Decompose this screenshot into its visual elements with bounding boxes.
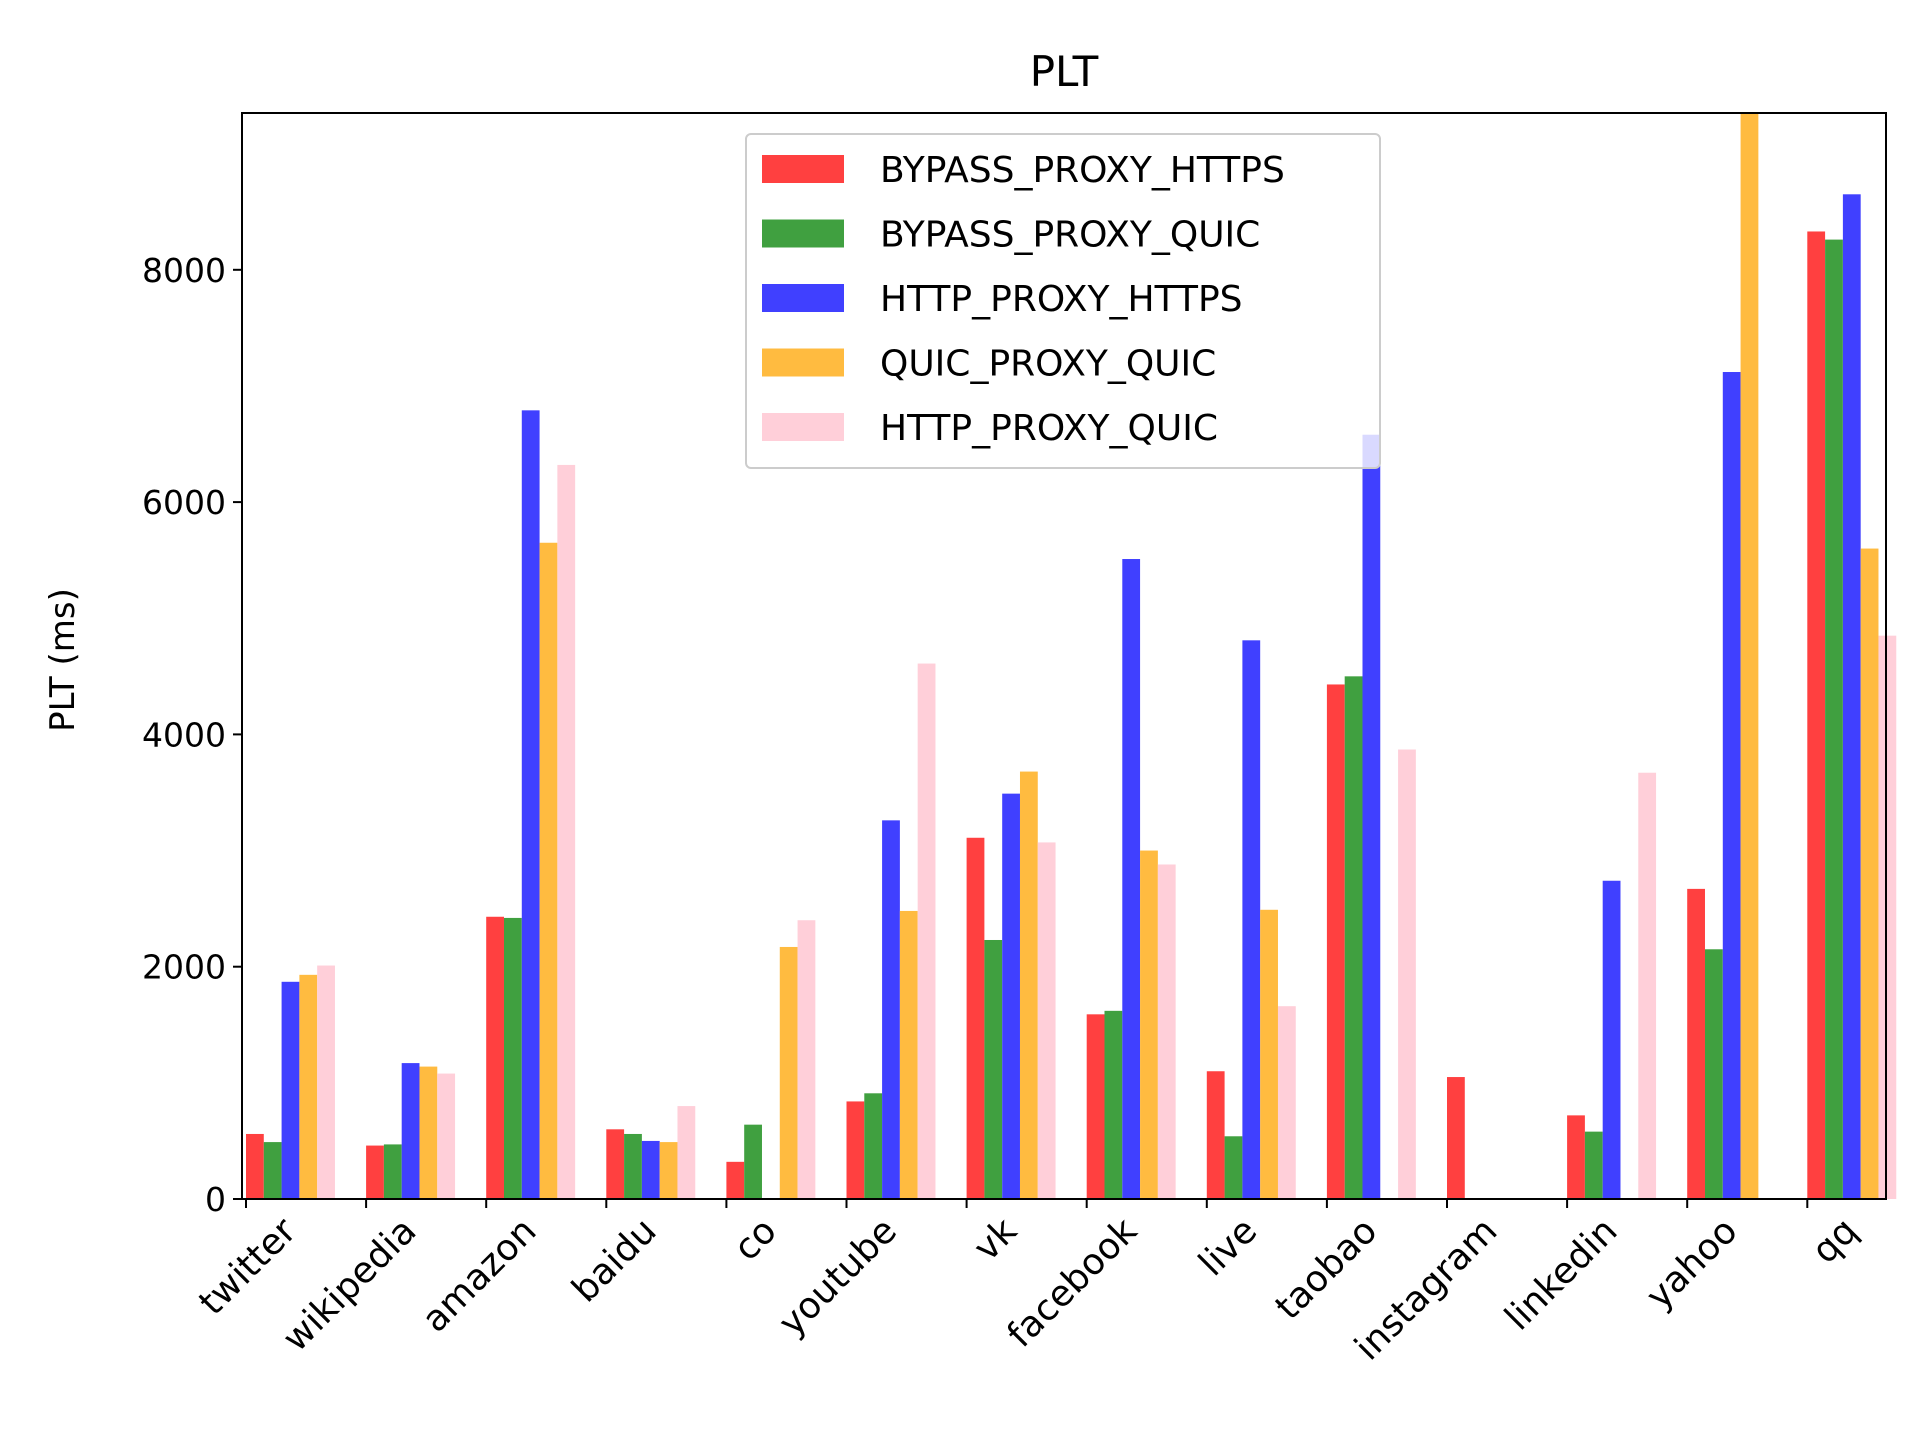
bar-bypass-proxy-https-amazon [486,916,504,1199]
bar-http-proxy-https-youtube [882,820,900,1199]
x-tick-label-amazon: amazon [415,1210,545,1340]
bar-bypass-proxy-https-youtube [846,1101,865,1199]
legend: BYPASS_PROXY_HTTPS BYPASS_PROXY_QUIC HTTP_… [745,133,1381,469]
bar-bypass-proxy-https-wikipedia [366,1145,384,1199]
legend-swatch [762,155,844,183]
legend-swatch [762,413,844,441]
legend-swatch [762,219,844,248]
bar-bypass-proxy-quic-facebook [1104,1010,1123,1199]
x-tick-label-baidu: baidu [565,1210,665,1310]
bar-bypass-proxy-https-baidu [606,1129,625,1199]
bar-bypass-proxy-quic-qq [1825,239,1843,1200]
bar-http-proxy-quic-baidu [677,1106,696,1199]
bar-quic-proxy-quic-qq [1860,548,1879,1199]
y-tick-label: 8000 [142,251,226,290]
bar-http-proxy-quic-co [797,920,816,1199]
bar-http-proxy-quic-qq [1878,635,1897,1199]
bar-quic-proxy-quic-baidu [659,1142,678,1199]
bar-http-proxy-quic-amazon [557,464,576,1199]
bar-http-proxy-quic-live [1277,1006,1296,1199]
legend-swatch [762,284,844,312]
bar-bypass-proxy-https-yahoo [1687,888,1705,1199]
bar-bypass-proxy-https-instagram [1447,1077,1465,1199]
y-axis-label: PLT (ms) [43,588,83,732]
y-tick-label: 4000 [142,715,226,754]
bar-quic-proxy-quic-twitter [299,974,318,1199]
bar-bypass-proxy-https-co [726,1161,745,1199]
plot-frame [241,112,1887,1200]
legend-swatch [762,348,844,377]
bar-quic-proxy-quic-facebook [1140,850,1158,1199]
bar-http-proxy-https-live [1242,640,1261,1199]
chart-title: PLT [1030,47,1099,96]
bar-http-proxy-quic-vk [1037,842,1056,1199]
bar-bypass-proxy-quic-wikipedia [383,1144,402,1199]
x-tick-label-youtube: youtube [771,1210,905,1344]
bar-quic-proxy-quic-yahoo [1740,113,1759,1199]
bar-http-proxy-https-wikipedia [401,1063,420,1199]
x-tick-label-linkedin: linkedin [1497,1210,1625,1338]
x-tick-label-yahoo: yahoo [1639,1210,1746,1317]
bar-http-proxy-https-facebook [1122,559,1141,1199]
legend-label: HTTP_PROXY_HTTPS [880,279,1243,320]
bar-bypass-proxy-quic-live [1224,1136,1243,1199]
bar-bypass-proxy-quic-linkedin [1584,1131,1603,1199]
bar-bypass-proxy-https-linkedin [1567,1115,1585,1199]
bar-http-proxy-https-yahoo [1722,372,1741,1199]
bar-bypass-proxy-quic-taobao [1344,676,1363,1199]
y-tick-label: 2000 [142,948,226,987]
legend-label: BYPASS_PROXY_HTTPS [880,150,1285,191]
bar-http-proxy-quic-twitter [317,965,335,1199]
bar-http-proxy-quic-facebook [1157,864,1176,1199]
bar-quic-proxy-quic-live [1260,909,1278,1199]
bar-quic-proxy-quic-wikipedia [419,1066,438,1199]
x-tick-label-qq: qq [1804,1210,1865,1271]
y-tick-label: 6000 [142,483,226,522]
bar-http-proxy-https-taobao [1362,434,1381,1200]
x-tick-label-taobao: taobao [1268,1210,1385,1327]
x-tick-label-co: co [726,1210,785,1269]
bar-quic-proxy-quic-youtube [899,910,918,1199]
bar-bypass-proxy-quic-twitter [263,1142,282,1199]
legend-label: HTTP_PROXY_QUIC [880,408,1218,449]
bar-bypass-proxy-quic-co [744,1124,762,1199]
bar-http-proxy-quic-taobao [1398,749,1416,1199]
x-tick-label-facebook: facebook [1000,1210,1145,1355]
bar-bypass-proxy-https-facebook [1086,1014,1105,1199]
bar-http-proxy-quic-linkedin [1638,772,1657,1199]
bar-http-proxy-https-amazon [521,410,540,1200]
bar-bypass-proxy-https-vk [966,837,985,1199]
bar-http-proxy-https-qq [1842,194,1861,1200]
bar-bypass-proxy-quic-youtube [864,1093,883,1199]
bars-layer [246,113,1897,1200]
bar-quic-proxy-quic-vk [1019,771,1038,1199]
bar-quic-proxy-quic-amazon [539,542,558,1199]
x-tick-label-vk: vk [966,1210,1025,1269]
x-tick-label-twitter: twitter [191,1210,304,1323]
legend-label: BYPASS_PROXY_QUIC [880,215,1260,256]
bar-quic-proxy-quic-co [779,946,798,1199]
y-tick-label: 0 [205,1180,226,1219]
bar-http-proxy-https-twitter [281,981,300,1199]
bar-bypass-proxy-quic-yahoo [1704,949,1723,1199]
bar-bypass-proxy-https-taobao [1326,684,1345,1199]
bar-http-proxy-quic-youtube [917,663,936,1199]
bar-http-proxy-https-baidu [641,1140,660,1199]
bar-http-proxy-https-vk [1002,793,1020,1199]
bar-bypass-proxy-quic-baidu [624,1133,642,1199]
legend-label: QUIC_PROXY_QUIC [880,344,1216,385]
bar-http-proxy-quic-wikipedia [437,1073,456,1199]
x-tick-label-live: live [1191,1210,1265,1284]
legend-box [745,133,1381,469]
bar-bypass-proxy-https-qq [1807,231,1826,1200]
bar-bypass-proxy-quic-vk [984,939,1003,1199]
bar-bypass-proxy-quic-amazon [503,917,522,1199]
bar-http-proxy-https-linkedin [1602,880,1621,1199]
bar-bypass-proxy-https-live [1206,1071,1225,1199]
bar-bypass-proxy-https-twitter [246,1133,264,1199]
